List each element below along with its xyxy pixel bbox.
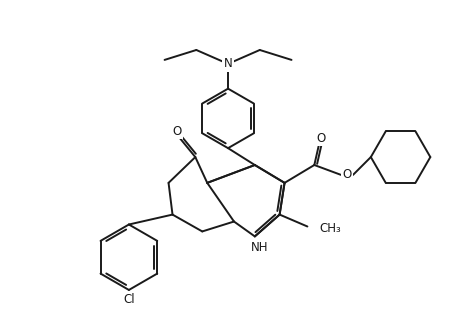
Text: O: O <box>173 125 182 138</box>
Text: O: O <box>343 168 351 181</box>
Text: Cl: Cl <box>123 293 135 306</box>
Text: N: N <box>224 57 233 70</box>
Text: O: O <box>317 132 326 145</box>
Text: CH₃: CH₃ <box>319 222 341 235</box>
Text: NH: NH <box>251 241 269 254</box>
